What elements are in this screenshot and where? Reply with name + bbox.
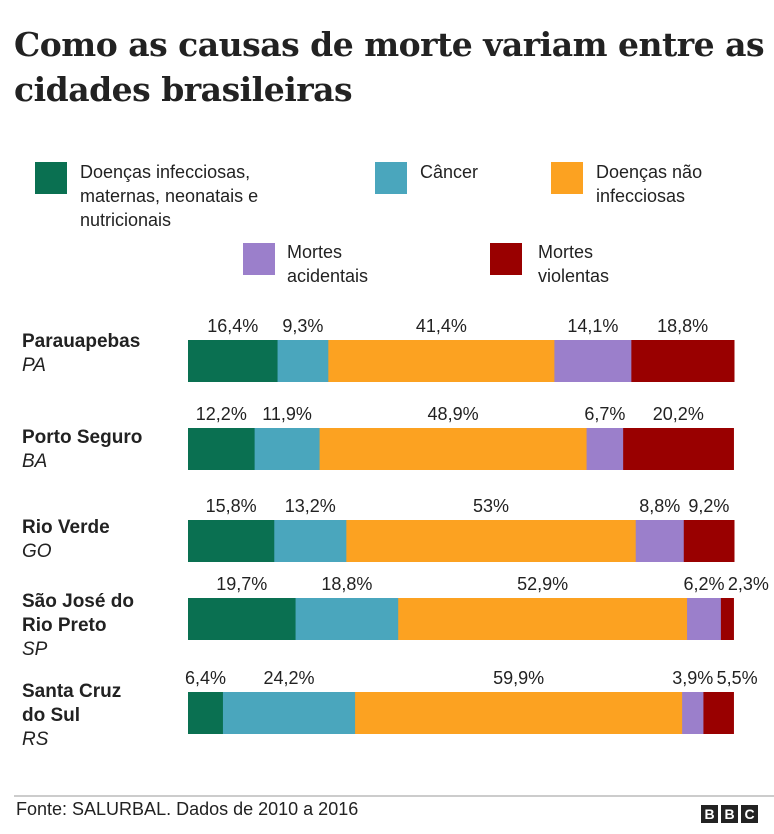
data-label: 20,2% <box>653 404 704 424</box>
data-label: 52,9% <box>517 574 568 594</box>
city-label: Porto Seguro BA <box>22 427 143 472</box>
data-label: 12,2% <box>196 404 247 424</box>
bar-segment <box>554 340 632 382</box>
data-label: 59,9% <box>493 668 544 688</box>
data-label: 19,7% <box>216 574 267 594</box>
data-label: 6,2% <box>683 574 724 594</box>
legend-swatch <box>35 162 67 194</box>
city-label: Santa Cruz do Sul RS <box>22 681 122 750</box>
bar-segment <box>635 520 685 562</box>
bar-segment <box>222 692 356 734</box>
data-label: 8,8% <box>639 496 680 516</box>
legend-swatch <box>551 162 583 194</box>
city-label: Parauapebas PA <box>22 331 141 376</box>
data-label: 6,7% <box>584 404 625 424</box>
data-label: 9,2% <box>688 496 729 516</box>
data-label: 24,2% <box>263 668 314 688</box>
bar-segment <box>398 598 688 640</box>
bar-segment <box>188 428 256 470</box>
bar-segment <box>683 520 735 562</box>
city-label: Rio Verde GO <box>22 517 110 562</box>
city-label: São José do Rio Preto SP <box>22 591 134 660</box>
legend-label: Mortes acidentais <box>287 242 369 286</box>
data-label: 53% <box>473 496 509 516</box>
data-label: 18,8% <box>657 316 708 336</box>
bar-segment <box>188 520 275 562</box>
bar-segment <box>319 428 588 470</box>
bar-segment <box>586 428 624 470</box>
bar-segment <box>274 520 347 562</box>
source-note: Fonte: SALURBAL. Dados de 2010 a 2016 <box>16 799 359 819</box>
bar-segment <box>355 692 683 734</box>
legend-label: Mortes violentas <box>538 242 610 286</box>
footer-divider <box>14 795 774 797</box>
bar-segment <box>188 598 297 640</box>
legend-label: Doenças não infecciosas <box>596 162 703 206</box>
data-label: 5,5% <box>717 668 758 688</box>
bar-segment <box>720 598 734 640</box>
data-label: 48,9% <box>428 404 479 424</box>
data-label: 11,9% <box>262 404 312 424</box>
legend-swatch <box>490 243 522 275</box>
bar-segment <box>188 692 224 734</box>
legend-label: Doenças infecciosas, maternas, neonatais … <box>80 162 259 230</box>
data-label: 9,3% <box>282 316 323 336</box>
bar-segment <box>346 520 637 562</box>
data-label: 41,4% <box>416 316 467 336</box>
data-label: 6,4% <box>185 668 226 688</box>
data-label: 15,8% <box>206 496 257 516</box>
legend-swatch <box>243 243 275 275</box>
data-label: 13,2% <box>285 496 336 516</box>
bar-segment <box>623 428 734 470</box>
bar-segment <box>295 598 399 640</box>
bar-segment <box>703 692 734 734</box>
data-label: 3,9% <box>672 668 713 688</box>
bar-segment <box>277 340 329 382</box>
data-label: 2,3% <box>728 574 769 594</box>
bar-segment <box>188 340 279 382</box>
data-label: 16,4% <box>207 316 258 336</box>
data-label: 14,1% <box>567 316 618 336</box>
bar-segment <box>328 340 555 382</box>
legend-swatch <box>375 162 407 194</box>
bar-segment <box>687 598 722 640</box>
bar-segment <box>631 340 735 382</box>
bar-segment <box>254 428 321 470</box>
bar-segment <box>682 692 704 734</box>
legend-label: Câncer <box>420 162 479 182</box>
data-label: 18,8% <box>321 574 372 594</box>
chart-title: Como as causas de morte variam entre as … <box>14 25 765 109</box>
